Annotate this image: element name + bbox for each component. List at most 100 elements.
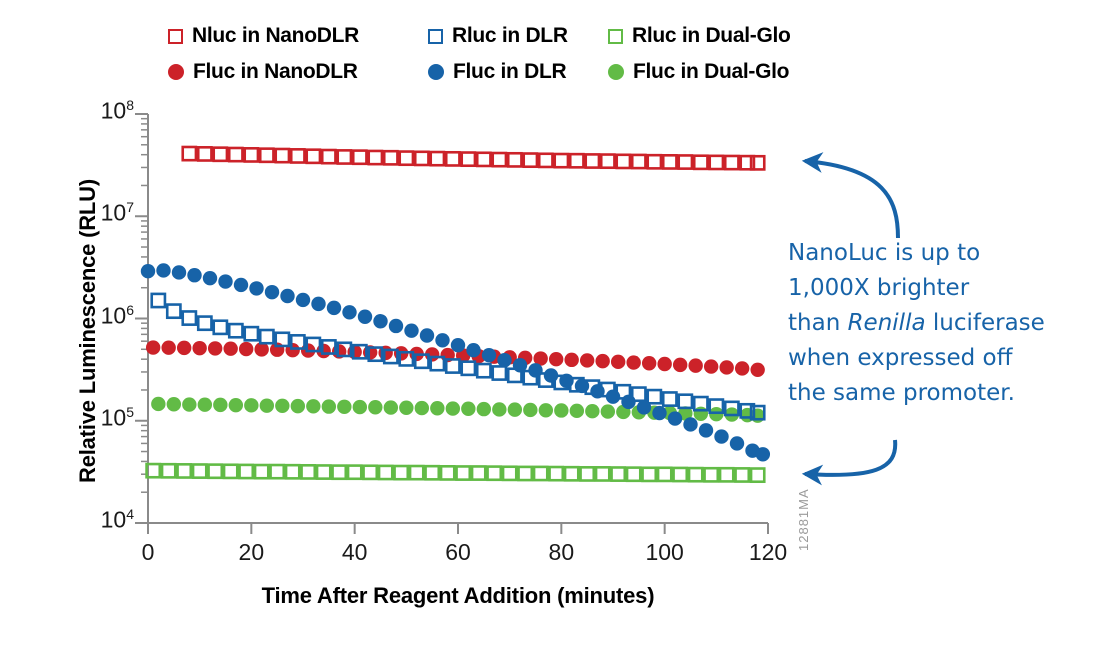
annotation-line: 1,000X brighter [788, 275, 970, 301]
data-point-circle [693, 406, 709, 421]
data-point-square [212, 319, 229, 336]
data-point-circle [595, 353, 610, 369]
data-point-circle [714, 429, 729, 444]
data-point-circle [197, 397, 213, 412]
data-point-square [274, 331, 291, 348]
data-point-square [563, 465, 580, 482]
data-point-circle [564, 352, 579, 368]
data-point-square [243, 325, 260, 342]
data-point-circle [652, 405, 667, 421]
data-point-square [160, 462, 177, 479]
data-point-circle [275, 398, 290, 414]
data-point-square [284, 463, 301, 480]
data-point-square [191, 463, 208, 479]
y-tick-exponent: 5 [126, 403, 134, 420]
data-point-square [501, 465, 518, 482]
data-point-square [207, 463, 224, 480]
data-point-circle [585, 403, 600, 419]
legend-item-rluc-in-dlr[interactable]: Rluc in DLR [428, 24, 608, 48]
data-point-square [424, 464, 441, 481]
data-point-circle [729, 436, 745, 451]
data-point-circle [368, 400, 383, 415]
data-point-circle [254, 342, 269, 357]
data-point-circle [605, 389, 621, 404]
data-point-square [677, 154, 694, 170]
legend-item-fluc-in-dual-glo[interactable]: Fluc in Dual-Glo [608, 60, 808, 84]
data-point-circle [683, 417, 698, 432]
data-point-square [470, 465, 487, 481]
legend-swatch-filled-circle-icon [608, 64, 624, 80]
x-axis-tick-label: 120 [748, 539, 788, 565]
data-point-square [475, 362, 492, 379]
chart-legend: Nluc in NanoDLR Rluc in DLR Rluc in Dual-G… [168, 18, 791, 90]
data-point-square [723, 400, 740, 417]
data-point-square [429, 150, 446, 167]
data-point-square [367, 346, 384, 363]
legend-swatch-open-square-icon [168, 28, 183, 44]
legend-item-label: Rluc in Dual-Glo [632, 24, 791, 47]
data-point-square [269, 463, 286, 480]
data-point-square [315, 464, 332, 480]
data-point-square [455, 465, 472, 481]
data-point-circle [419, 328, 435, 343]
legend-item-fluc-in-nanodlr[interactable]: Fluc in NanoDLR [168, 60, 428, 84]
legend-item-rluc-in-dual-glo[interactable]: Rluc in Dual-Glo [608, 24, 808, 48]
legend-item-label: Nluc in NanoDLR [192, 24, 359, 47]
data-point-square [661, 154, 678, 170]
data-point-circle [523, 402, 538, 418]
data-point-square [305, 336, 322, 353]
data-point-circle [249, 281, 264, 296]
data-point-circle [492, 402, 507, 417]
data-point-square [196, 146, 213, 162]
data-point-square [382, 149, 399, 166]
data-point-circle [698, 423, 714, 438]
figure-code-label: 12881MA [796, 488, 811, 551]
data-point-circle [404, 323, 419, 338]
data-point-square [176, 463, 193, 479]
data-point-circle [579, 353, 595, 368]
data-point-square [584, 153, 601, 169]
data-point-square [258, 328, 275, 345]
data-point-square [692, 154, 709, 171]
data-point-circle [734, 361, 750, 376]
legend-item-label: Fluc in Dual-Glo [633, 60, 790, 83]
data-point-square [289, 334, 306, 350]
data-point-circle [373, 314, 388, 329]
data-point-square [398, 150, 415, 167]
legend-item-fluc-in-dlr[interactable]: Fluc in DLR [428, 60, 608, 84]
annotation-line: NanoLuc is up to [788, 240, 981, 266]
data-point-square [475, 151, 492, 168]
data-point-square [749, 154, 766, 171]
data-point-circle [233, 277, 249, 293]
data-point-circle [156, 263, 171, 278]
data-point-square [630, 386, 647, 403]
data-point-square [429, 355, 446, 372]
x-axis-tick-label: 100 [645, 539, 684, 565]
data-point-square [274, 147, 291, 164]
data-point-circle [450, 338, 466, 353]
data-point-circle [290, 398, 306, 414]
y-axis-tick-label: 107 [88, 199, 134, 227]
data-point-circle [709, 406, 724, 422]
data-point-square [439, 465, 456, 481]
legend-item-nluc-in-nanodlr[interactable]: Nluc in NanoDLR [168, 24, 428, 48]
data-point-circle [569, 403, 585, 419]
x-axis-tick-label: 0 [141, 539, 155, 565]
annotation-line: when expressed off [788, 345, 1013, 371]
data-point-square [491, 151, 508, 168]
data-point-square [568, 152, 585, 169]
data-point-square [398, 350, 415, 367]
data-point-square [258, 147, 275, 164]
data-point-square [351, 149, 368, 166]
y-tick-exponent: 4 [126, 506, 134, 522]
data-point-square [579, 466, 596, 482]
data-point-circle [497, 352, 512, 368]
annotation-italic-term: Renilla [847, 310, 926, 336]
data-point-square [703, 466, 720, 483]
data-point-circle [399, 400, 414, 415]
data-point-square [708, 154, 725, 171]
data-point-square [734, 467, 751, 483]
data-point-square [336, 149, 353, 165]
